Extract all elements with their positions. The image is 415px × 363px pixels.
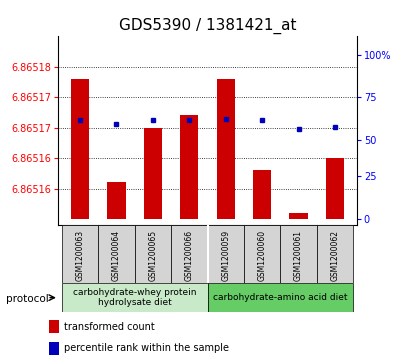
Text: GSM1200059: GSM1200059	[221, 230, 230, 281]
Title: GDS5390 / 1381421_at: GDS5390 / 1381421_at	[119, 17, 296, 33]
Bar	[134, 225, 171, 283]
Text: GSM1200064: GSM1200064	[112, 230, 121, 281]
Text: percentile rank within the sample: percentile rank within the sample	[64, 343, 229, 354]
Text: GSM1200066: GSM1200066	[185, 230, 194, 281]
Bar	[208, 283, 353, 312]
Bar	[144, 128, 162, 219]
Bar	[326, 158, 344, 219]
Bar	[180, 115, 198, 219]
Bar	[217, 79, 235, 219]
Bar	[107, 183, 125, 219]
Bar	[62, 225, 98, 283]
Bar	[253, 170, 271, 219]
Bar	[49, 320, 59, 333]
Bar	[171, 225, 208, 283]
Text: carbohydrate-amino acid diet: carbohydrate-amino acid diet	[213, 293, 348, 302]
Bar	[71, 79, 89, 219]
Text: carbohydrate-whey protein
hydrolysate diet: carbohydrate-whey protein hydrolysate di…	[73, 288, 196, 307]
Text: transformed count: transformed count	[64, 322, 155, 332]
Text: GSM1200060: GSM1200060	[258, 230, 267, 281]
Text: GSM1200061: GSM1200061	[294, 230, 303, 281]
Bar	[49, 342, 59, 355]
Text: protocol: protocol	[6, 294, 49, 305]
Bar	[290, 213, 308, 219]
Text: GSM1200065: GSM1200065	[148, 230, 157, 281]
Bar	[98, 225, 134, 283]
Bar	[62, 283, 208, 312]
Bar	[208, 225, 244, 283]
Bar	[317, 225, 353, 283]
Text: GSM1200062: GSM1200062	[330, 230, 339, 281]
Bar	[244, 225, 281, 283]
Bar	[281, 225, 317, 283]
Text: GSM1200063: GSM1200063	[76, 230, 85, 281]
